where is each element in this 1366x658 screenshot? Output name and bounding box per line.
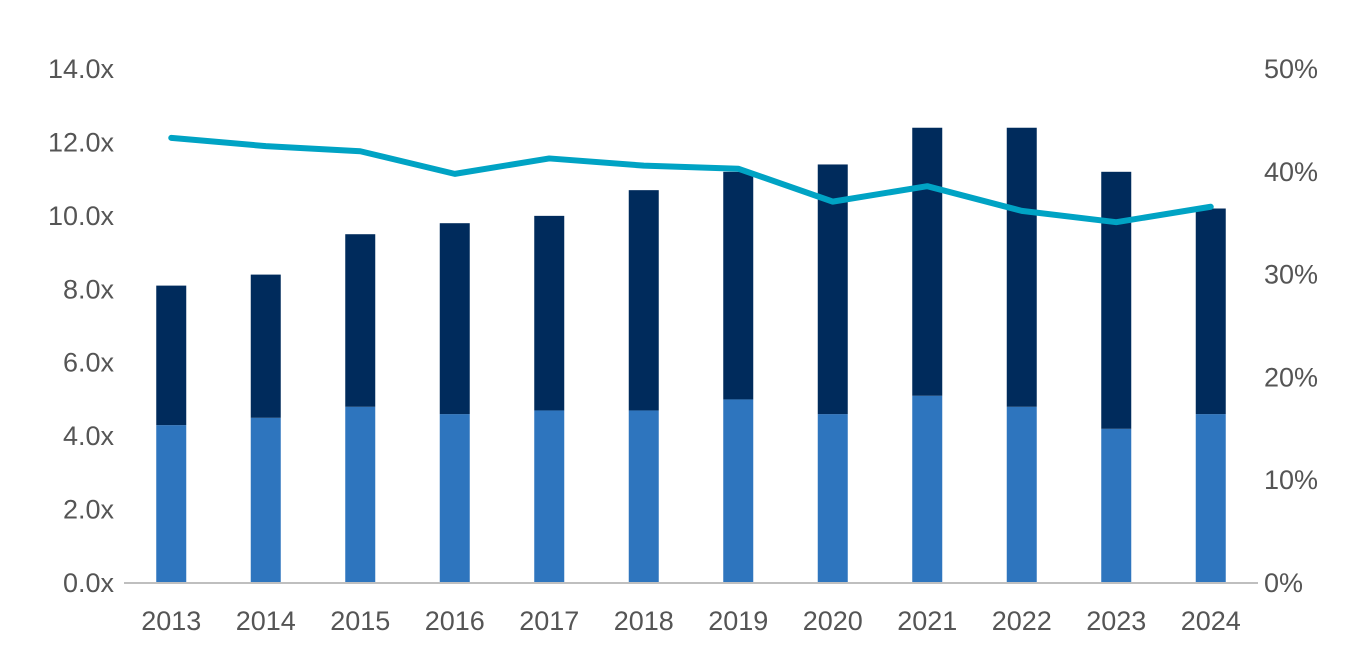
- right-tick-label: 0%: [1264, 568, 1303, 598]
- right-tick-label: 30%: [1264, 260, 1318, 290]
- x-tick-label: 2022: [992, 606, 1052, 636]
- x-tick-label: 2017: [519, 606, 579, 636]
- left-tick-label: 12.0x: [48, 127, 115, 157]
- x-axis-ticks: 2013 2014 2015 2016 2017 2018 2019 2020 2021 2022…: [141, 606, 1241, 636]
- right-tick-label: 40%: [1264, 157, 1318, 187]
- bar-upper-segment-2014: [250, 274, 281, 418]
- bar-lower-segment-2016: [439, 414, 470, 583]
- left-tick-label: 6.0x: [63, 348, 115, 378]
- bar-lower-segment-2017: [534, 410, 565, 583]
- bar-lower-segment-2015: [345, 406, 376, 583]
- x-tick-label: 2018: [614, 606, 674, 636]
- left-tick-label: 4.0x: [63, 421, 115, 451]
- left-tick-label: 8.0x: [63, 274, 115, 304]
- bar-upper-segment-2023: [1101, 171, 1132, 429]
- left-tick-label: 10.0x: [48, 201, 115, 231]
- bar-lower-segment-2020: [817, 414, 848, 583]
- right-tick-label: 50%: [1264, 54, 1318, 84]
- bar-lower-segment-2024: [1195, 414, 1226, 583]
- x-tick-label: 2020: [803, 606, 863, 636]
- left-tick-label: 14.0x: [48, 54, 115, 84]
- bar-lower-segment-2013: [156, 425, 187, 583]
- bar-lower-segment-2023: [1101, 428, 1132, 583]
- x-tick-label: 2015: [330, 606, 390, 636]
- x-tick-label: 2019: [708, 606, 768, 636]
- x-tick-label: 2016: [425, 606, 485, 636]
- bar-upper-segment-2022: [1006, 127, 1037, 407]
- bar-upper-segment-2019: [723, 171, 754, 400]
- bar-lower-segment-2021: [912, 395, 943, 583]
- left-axis-ticks: 0.0x 2.0x 4.0x 6.0x 8.0x 10.0x 12.0x 14.0x: [48, 54, 115, 598]
- left-tick-label: 2.0x: [63, 495, 115, 525]
- left-tick-label: 0.0x: [63, 568, 115, 598]
- bar-lower-segment-2019: [723, 399, 754, 583]
- bar-upper-segment-2018: [628, 190, 659, 411]
- bar-lower-segment-2014: [250, 417, 281, 583]
- right-axis-ticks: 0% 10% 20% 30% 40% 50%: [1264, 54, 1318, 598]
- right-tick-label: 20%: [1264, 362, 1318, 392]
- bar-upper-segment-2021: [912, 127, 943, 396]
- x-tick-label: 2023: [1086, 606, 1146, 636]
- x-tick-label: 2013: [141, 606, 201, 636]
- right-tick-label: 10%: [1264, 465, 1318, 495]
- bars-layer: [156, 127, 1226, 583]
- x-tick-label: 2024: [1181, 606, 1241, 636]
- bar-upper-segment-2020: [817, 164, 848, 415]
- bar-upper-segment-2017: [534, 215, 565, 411]
- x-tick-label: 2014: [236, 606, 296, 636]
- line-layer: [168, 134, 1214, 226]
- x-tick-label: 2021: [897, 606, 957, 636]
- bar-upper-segment-2013: [156, 285, 187, 426]
- bar-lower-segment-2022: [1006, 406, 1037, 583]
- bar-upper-segment-2015: [345, 234, 376, 407]
- bar-upper-segment-2016: [439, 223, 470, 415]
- line-series-line: [168, 134, 1214, 226]
- bar-lower-segment-2018: [628, 410, 659, 583]
- bar-upper-segment-2024: [1195, 208, 1226, 415]
